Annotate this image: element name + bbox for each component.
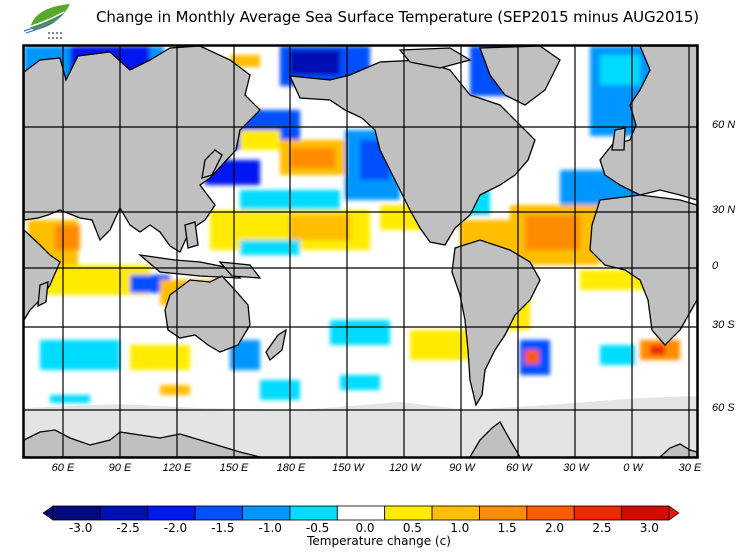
lat-label: 0 <box>712 260 719 272</box>
land <box>24 46 697 457</box>
lon-label: 90 E <box>108 462 132 474</box>
colorbar-swatch <box>573 505 623 521</box>
colorbar-tick-label: 0.5 <box>402 521 422 535</box>
africa-east-landmass <box>24 229 61 322</box>
colorbar-tick-label: 2.0 <box>544 521 565 535</box>
colorbar-swatch <box>147 505 196 521</box>
lon-label: 120 E <box>162 462 192 474</box>
asia-landmass <box>24 46 261 253</box>
australia-landmass <box>164 275 251 353</box>
colorbar-swatch <box>52 505 101 521</box>
lat-label: 30 S <box>712 319 735 331</box>
colorbar-swatch <box>621 505 670 521</box>
lat-label: 60 N <box>712 119 736 131</box>
colorbar-swatch <box>336 505 386 521</box>
sst-anomaly-map <box>22 44 699 459</box>
lon-label: 150 W <box>332 462 364 474</box>
lon-label: 60 E <box>51 462 75 474</box>
colorbar-swatch <box>431 505 480 521</box>
colorbar-tick-label: -0.5 <box>305 521 330 535</box>
lon-label: 120 W <box>389 462 421 474</box>
observatory-logo <box>18 2 78 42</box>
colorbar-tick-label: -2.5 <box>116 521 140 535</box>
colorbar-tick-label: 1.5 <box>497 521 517 535</box>
colorbar-tick-label: -1.0 <box>258 521 282 535</box>
chart-title: Change in Monthly Average Sea Surface Te… <box>96 8 700 26</box>
new-guinea <box>218 261 262 279</box>
lon-label: 150 E <box>219 462 249 474</box>
lat-label: 60 S <box>712 402 735 414</box>
colorbar-tick-label: 1.0 <box>450 521 470 535</box>
colorbar-tick-label: 3.0 <box>639 521 659 535</box>
lon-label: 30 W <box>563 462 589 474</box>
colorbar-tick-label: 0.0 <box>355 521 375 535</box>
colorbar-swatch <box>479 505 528 521</box>
colorbar-swatch <box>289 505 338 521</box>
colorbar-swatch <box>384 505 433 521</box>
graticule <box>24 46 697 457</box>
colorbar-tick-label: -1.5 <box>211 521 235 535</box>
colorbar-swatch <box>526 505 575 521</box>
map-frame <box>22 44 699 459</box>
japan <box>201 149 223 179</box>
colorbar-tick-label: -3.0 <box>68 521 93 535</box>
lon-label: 180 E <box>276 462 306 474</box>
lon-label: 30 E <box>678 462 702 474</box>
africa-west-landmass <box>589 194 697 346</box>
colorbar-swatch <box>242 505 291 521</box>
colorbar-swatch <box>194 505 243 521</box>
lon-label: 90 W <box>449 462 475 474</box>
colorbar-under-arrow <box>42 505 54 521</box>
colorbar-tick-label: 2.5 <box>592 521 612 535</box>
lon-label: 60 W <box>506 462 532 474</box>
new-zealand <box>265 328 287 362</box>
antarctica-east <box>659 443 697 457</box>
colorbar-tick-label: -2.0 <box>163 521 188 535</box>
colorbar-swatch <box>99 505 149 521</box>
greenland <box>479 46 561 106</box>
colorbar-title: Temperature change (c) <box>307 534 451 548</box>
antarctic-peninsula <box>469 421 521 457</box>
philippines <box>184 221 199 249</box>
arctic-islands <box>398 47 472 69</box>
colorbar-over-arrow <box>668 505 680 521</box>
madagascar <box>37 281 49 308</box>
lon-label: 0 W <box>623 462 643 474</box>
lat-label: 30 N <box>712 204 736 216</box>
british-isles <box>611 127 626 151</box>
